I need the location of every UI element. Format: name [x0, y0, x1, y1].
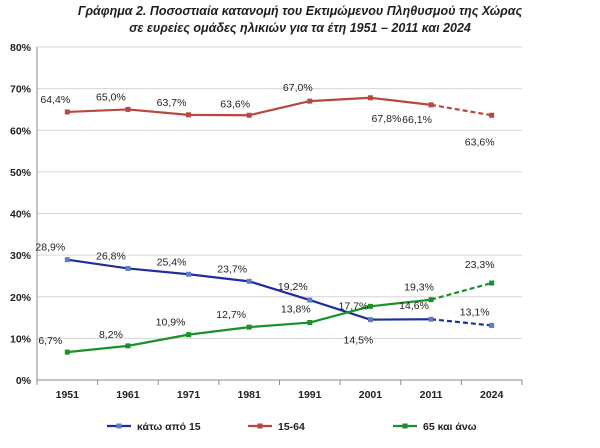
- legend-marker: [257, 423, 263, 429]
- grid-lines: [36, 46, 522, 381]
- data-label: 17,7%: [339, 301, 369, 313]
- data-label: 65,0%: [96, 91, 126, 103]
- data-label: 25,4%: [157, 256, 187, 268]
- series-2: [64, 95, 495, 118]
- data-point: [367, 317, 373, 323]
- x-tick-label: 2011: [420, 389, 443, 401]
- x-tick-label: 1961: [116, 389, 140, 401]
- y-tick-label: 0%: [16, 375, 32, 387]
- series-lines: [64, 95, 495, 355]
- legend-item: 15-64: [248, 421, 305, 433]
- y-tick-label: 70%: [10, 84, 32, 96]
- series-projection-line: [430, 281, 492, 301]
- y-tick-label: 50%: [10, 167, 32, 179]
- data-point: [125, 106, 131, 112]
- data-label: 67,0%: [283, 82, 313, 94]
- y-tick-label: 60%: [10, 125, 32, 137]
- data-label: 63,7%: [157, 97, 187, 109]
- data-point: [125, 343, 131, 349]
- data-point: [125, 265, 131, 271]
- series-line: [67, 258, 432, 321]
- data-label: 14,6%: [399, 300, 429, 312]
- x-axis-ticks: 1951 1961 1971 1981 1991 2001 2011 2024: [36, 380, 523, 401]
- data-label: 13,8%: [281, 304, 311, 316]
- x-tick-label: 1981: [238, 389, 262, 401]
- x-tick-label: 2024: [480, 389, 504, 401]
- data-label: 67,8%: [372, 113, 402, 125]
- data-point: [307, 98, 313, 104]
- data-point: [428, 316, 434, 322]
- data-label: 8,2%: [99, 329, 123, 341]
- series-projection-line: [430, 103, 492, 117]
- data-point: [489, 280, 495, 286]
- data-label: 10,9%: [156, 317, 186, 329]
- data-point: [186, 271, 192, 277]
- chart-title: Γράφημα 2. Ποσοστιαία κατανομή του Εκτιμ…: [78, 4, 523, 18]
- data-point: [489, 112, 495, 118]
- data-label: 13,1%: [460, 306, 490, 318]
- data-label: 19,2%: [278, 281, 308, 293]
- data-point: [489, 322, 495, 328]
- data-point: [186, 112, 192, 118]
- data-label: 12,7%: [216, 309, 246, 321]
- legend-item: 65 και άνω: [393, 421, 477, 433]
- legend: κάτω από 15 15-64 65 και άνω: [107, 421, 477, 433]
- y-axis-ticks: 0% 10% 20% 30% 40% 50% 60% 70% 80%: [10, 42, 32, 387]
- legend-marker: [402, 423, 408, 429]
- x-tick-label: 2001: [359, 389, 383, 401]
- y-tick-label: 80%: [10, 42, 32, 54]
- data-point: [428, 297, 434, 303]
- series-3: [64, 280, 495, 355]
- x-tick-label: 1971: [177, 389, 201, 401]
- data-point: [367, 303, 373, 309]
- legend-item: κάτω από 15: [107, 421, 201, 433]
- data-point: [246, 278, 252, 284]
- legend-label: κάτω από 15: [137, 421, 201, 433]
- data-point: [64, 349, 70, 355]
- data-point: [428, 102, 434, 108]
- data-point: [246, 112, 252, 118]
- data-label: 23,7%: [217, 263, 247, 275]
- data-label: 66,1%: [402, 114, 432, 126]
- data-point: [64, 109, 70, 115]
- y-tick-label: 40%: [10, 209, 32, 221]
- data-labels: 64,4% 65,0% 63,7% 63,6% 67,0% 67,8% 66,1% 63,6%…: [35, 82, 494, 347]
- y-tick-label: 30%: [10, 250, 32, 262]
- data-label: 26,8%: [96, 250, 126, 262]
- series-1: [64, 257, 495, 328]
- data-point: [186, 332, 192, 338]
- data-label: 28,9%: [35, 242, 65, 254]
- data-label: 6,7%: [38, 335, 62, 347]
- x-tick-label: 1951: [56, 389, 80, 401]
- data-point: [246, 324, 252, 330]
- data-label: 19,3%: [404, 282, 434, 294]
- data-label: 63,6%: [465, 136, 495, 148]
- legend-label: 15-64: [278, 421, 305, 433]
- data-point: [64, 257, 70, 263]
- data-label: 23,3%: [465, 259, 495, 271]
- data-point: [307, 320, 313, 326]
- data-label: 14,5%: [344, 334, 374, 346]
- y-tick-label: 20%: [10, 292, 32, 304]
- legend-marker: [116, 423, 122, 429]
- data-label: 64,4%: [40, 94, 70, 106]
- series-projection-line: [430, 318, 492, 327]
- data-label: 63,6%: [220, 98, 250, 110]
- legend-label: 65 και άνω: [423, 421, 477, 433]
- chart-subtitle: σε ευρείες ομάδες ηλικιών για τα έτη 195…: [129, 21, 471, 35]
- data-point: [367, 95, 373, 101]
- y-tick-label: 10%: [10, 333, 32, 345]
- x-tick-label: 1991: [298, 389, 322, 401]
- data-point: [307, 297, 313, 303]
